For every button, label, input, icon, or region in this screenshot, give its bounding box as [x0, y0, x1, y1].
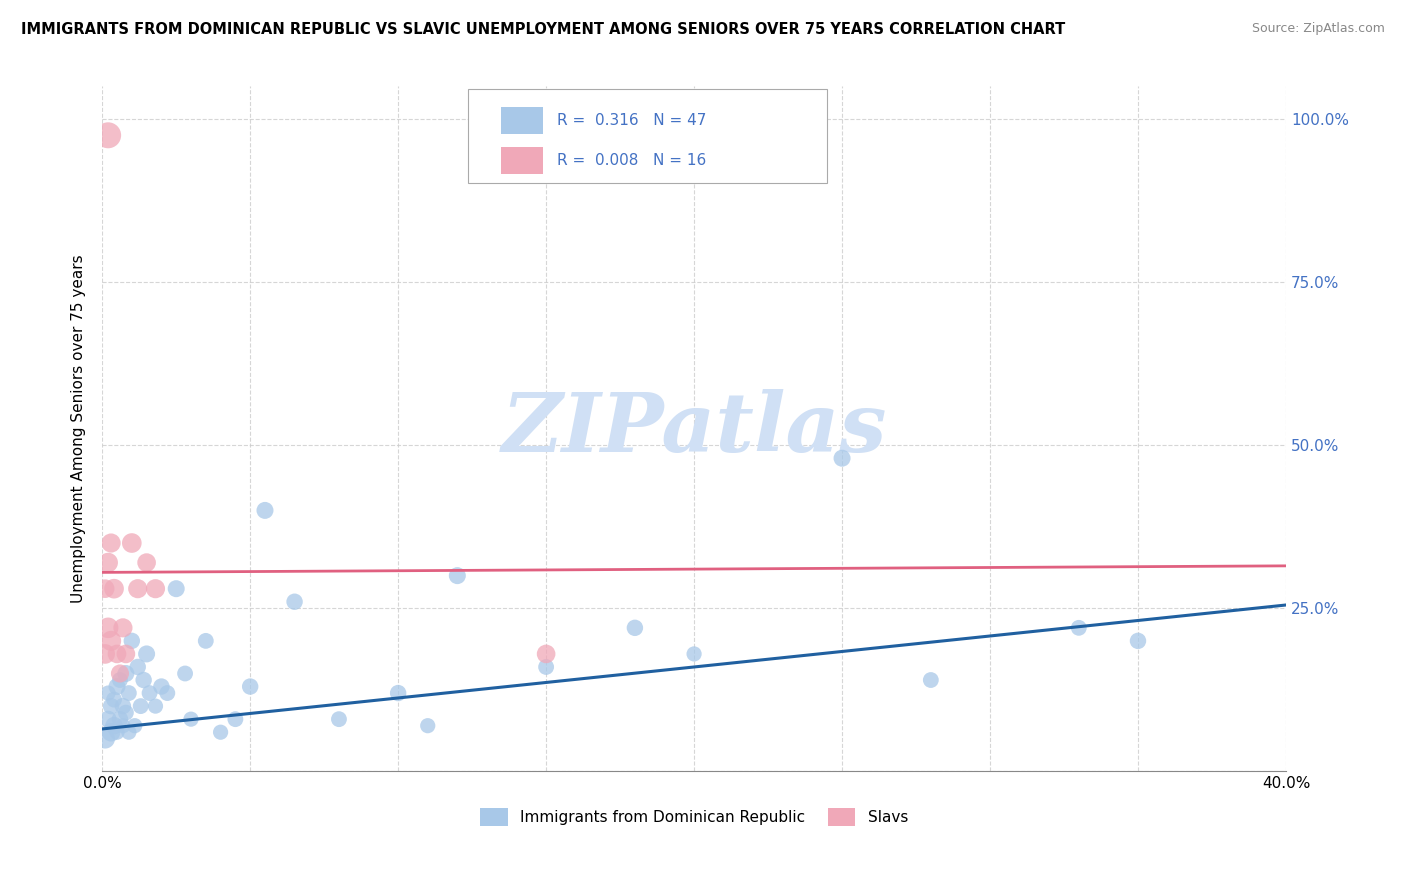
Point	[156, 686, 179, 700]
Point	[111, 621, 134, 635]
Point	[100, 633, 122, 648]
Y-axis label: Unemployment Among Seniors over 75 years: Unemployment Among Seniors over 75 years	[72, 254, 86, 603]
Point	[129, 699, 152, 714]
Text: IMMIGRANTS FROM DOMINICAN REPUBLIC VS SLAVIC UNEMPLOYMENT AMONG SENIORS OVER 75 : IMMIGRANTS FROM DOMINICAN REPUBLIC VS SL…	[21, 22, 1066, 37]
Point	[132, 673, 155, 687]
Point	[94, 731, 117, 746]
Point	[121, 633, 143, 648]
Point	[145, 699, 167, 714]
Point	[118, 686, 141, 700]
Point	[108, 666, 131, 681]
Point	[97, 556, 120, 570]
Point	[115, 666, 138, 681]
Point	[121, 536, 143, 550]
Point	[115, 706, 138, 720]
Point	[920, 673, 942, 687]
Point	[100, 536, 122, 550]
Point	[103, 692, 125, 706]
Point	[165, 582, 187, 596]
Point	[127, 582, 149, 596]
Point	[224, 712, 246, 726]
Text: ZIPatlas: ZIPatlas	[502, 389, 887, 469]
Point	[446, 568, 468, 582]
Point	[105, 680, 128, 694]
Point	[534, 647, 557, 661]
Point	[124, 719, 146, 733]
Point	[118, 725, 141, 739]
Point	[97, 712, 120, 726]
Point	[100, 699, 122, 714]
Point	[1067, 621, 1090, 635]
Point	[127, 660, 149, 674]
Point	[97, 128, 120, 143]
Point	[624, 621, 647, 635]
Point	[534, 660, 557, 674]
Legend: Immigrants from Dominican Republic, Slavs: Immigrants from Dominican Republic, Slav…	[474, 802, 914, 832]
Point	[111, 719, 134, 733]
Point	[135, 647, 157, 661]
Point	[683, 647, 706, 661]
Point	[105, 725, 128, 739]
Point	[253, 503, 276, 517]
Text: R =  0.008   N = 16: R = 0.008 N = 16	[557, 153, 706, 168]
Point	[1126, 633, 1149, 648]
Point	[180, 712, 202, 726]
Point	[284, 595, 307, 609]
Point	[108, 673, 131, 687]
Point	[103, 719, 125, 733]
Point	[831, 451, 853, 466]
Point	[100, 725, 122, 739]
Text: Source: ZipAtlas.com: Source: ZipAtlas.com	[1251, 22, 1385, 36]
Point	[97, 621, 120, 635]
Point	[94, 647, 117, 661]
Point	[115, 647, 138, 661]
Point	[150, 680, 173, 694]
Point	[209, 725, 232, 739]
Point	[239, 680, 262, 694]
Point	[145, 582, 167, 596]
Point	[111, 699, 134, 714]
Point	[103, 582, 125, 596]
Point	[138, 686, 160, 700]
Point	[94, 582, 117, 596]
Point	[328, 712, 350, 726]
Point	[416, 719, 439, 733]
Point	[387, 686, 409, 700]
Point	[97, 686, 120, 700]
Point	[105, 647, 128, 661]
Point	[135, 556, 157, 570]
Point	[108, 712, 131, 726]
Point	[174, 666, 197, 681]
Point	[194, 633, 217, 648]
Text: R =  0.316   N = 47: R = 0.316 N = 47	[557, 113, 706, 128]
